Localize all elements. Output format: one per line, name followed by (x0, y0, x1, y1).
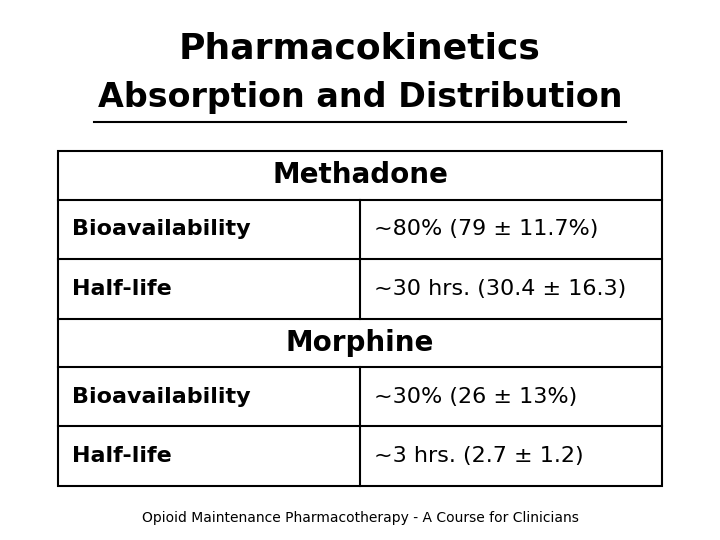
Text: Absorption and Distribution: Absorption and Distribution (98, 80, 622, 114)
Text: ~80% (79 ± 11.7%): ~80% (79 ± 11.7%) (374, 219, 599, 239)
Text: ~30% (26 ± 13%): ~30% (26 ± 13%) (374, 387, 577, 407)
Text: Opioid Maintenance Pharmacotherapy - A Course for Clinicians: Opioid Maintenance Pharmacotherapy - A C… (142, 511, 578, 525)
Text: ~30 hrs. (30.4 ± 16.3): ~30 hrs. (30.4 ± 16.3) (374, 279, 626, 299)
Text: ~3 hrs. (2.7 ± 1.2): ~3 hrs. (2.7 ± 1.2) (374, 446, 584, 466)
Text: Pharmacokinetics: Pharmacokinetics (179, 32, 541, 65)
Text: Bioavailability: Bioavailability (72, 387, 251, 407)
Text: Bioavailability: Bioavailability (72, 219, 251, 239)
Text: Morphine: Morphine (286, 329, 434, 357)
Text: Half-life: Half-life (72, 446, 172, 466)
Bar (58, 151, 662, 486)
Text: Half-life: Half-life (72, 279, 172, 299)
Text: Methadone: Methadone (272, 161, 448, 190)
